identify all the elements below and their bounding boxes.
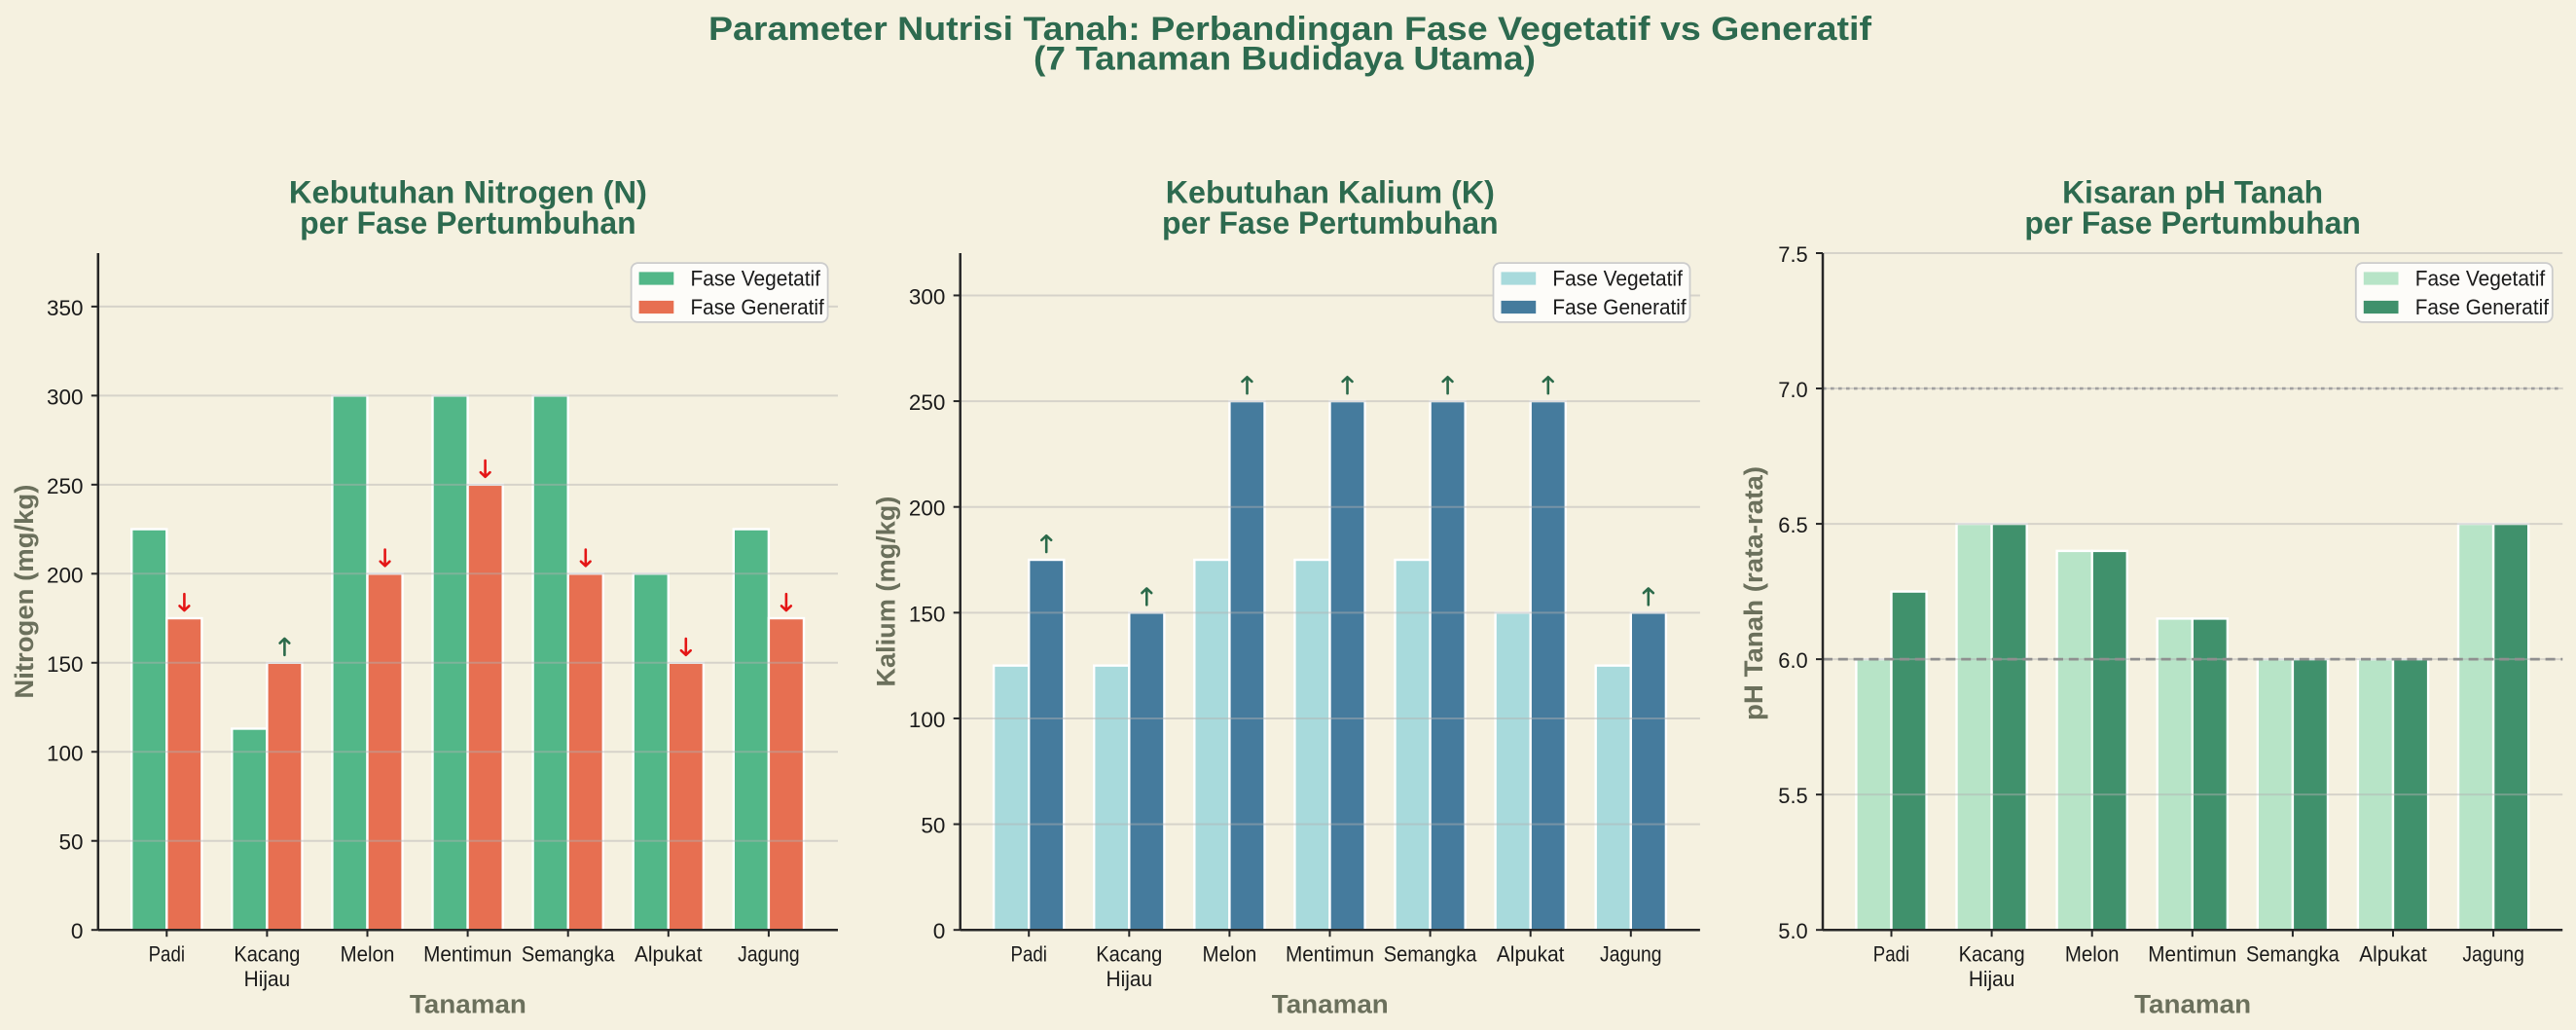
svg-text:0: 0 [933, 919, 946, 943]
svg-text:Hijau: Hijau [1107, 967, 1153, 991]
svg-text:Mentimun: Mentimun [2148, 942, 2236, 967]
svg-text:Alpukat: Alpukat [635, 942, 703, 967]
svg-text:Kisaran pH Tanah: Kisaran pH Tanah [2062, 174, 2323, 209]
svg-text:150: 150 [909, 602, 946, 626]
svg-text:Padi: Padi [1873, 942, 1909, 967]
svg-text:Tanaman: Tanaman [2134, 990, 2251, 1019]
svg-text:50: 50 [921, 814, 945, 838]
svg-text:300: 300 [47, 385, 84, 409]
svg-text:7.5: 7.5 [1778, 242, 1807, 267]
svg-text:7.0: 7.0 [1778, 378, 1807, 402]
svg-text:Fase Generatif: Fase Generatif [1552, 295, 1687, 319]
svg-text:pH Tanah (rata-rata): pH Tanah (rata-rata) [1739, 466, 1768, 720]
svg-text:Hijau: Hijau [244, 967, 291, 991]
svg-text:Mentimun: Mentimun [423, 942, 512, 967]
svg-text:300: 300 [909, 284, 946, 309]
svg-text:Semangka: Semangka [522, 942, 615, 967]
svg-text:Jagung: Jagung [738, 942, 800, 967]
svg-text:Mentimun: Mentimun [1286, 942, 1374, 967]
svg-text:Hijau: Hijau [1969, 967, 2015, 991]
svg-text:Jagung: Jagung [1600, 942, 1662, 967]
svg-text:250: 250 [47, 474, 84, 498]
svg-text:200: 200 [47, 563, 84, 587]
svg-text:Alpukat: Alpukat [2359, 942, 2427, 967]
svg-text:Fase Generatif: Fase Generatif [2415, 295, 2550, 319]
svg-text:Padi: Padi [149, 942, 185, 967]
svg-text:100: 100 [909, 708, 946, 732]
svg-text:50: 50 [59, 830, 84, 855]
svg-text:0: 0 [71, 919, 84, 943]
svg-text:per Fase Pertumbuhan: per Fase Pertumbuhan [300, 205, 636, 240]
svg-text:Jagung: Jagung [2462, 942, 2524, 967]
svg-text:Fase Vegetatif: Fase Vegetatif [691, 266, 821, 290]
svg-text:6.5: 6.5 [1778, 513, 1807, 537]
svg-text:per Fase Pertumbuhan: per Fase Pertumbuhan [2024, 205, 2361, 240]
svg-text:Kacang: Kacang [1959, 942, 2025, 967]
svg-text:Kalium (mg/kg): Kalium (mg/kg) [872, 497, 901, 687]
svg-text:Semangka: Semangka [2246, 942, 2340, 967]
svg-text:Fase Generatif: Fase Generatif [691, 295, 825, 319]
svg-text:Fase Vegetatif: Fase Vegetatif [2415, 266, 2546, 290]
svg-text:Semangka: Semangka [1384, 942, 1477, 967]
svg-text:100: 100 [47, 741, 84, 765]
svg-text:5.5: 5.5 [1778, 784, 1807, 808]
svg-text:Kacang: Kacang [234, 942, 300, 967]
svg-text:Padi: Padi [1011, 942, 1047, 967]
svg-text:per Fase Pertumbuhan: per Fase Pertumbuhan [1162, 205, 1499, 240]
svg-text:Alpukat: Alpukat [1497, 942, 1565, 967]
svg-text:5.0: 5.0 [1778, 919, 1807, 943]
svg-text:Melon: Melon [2065, 942, 2120, 967]
svg-text:6.0: 6.0 [1778, 648, 1807, 673]
svg-text:(7 Tanaman Budidaya Utama): (7 Tanaman Budidaya Utama) [1034, 41, 1536, 78]
svg-text:Fase Vegetatif: Fase Vegetatif [1552, 266, 1683, 290]
svg-text:Nitrogen (mg/kg): Nitrogen (mg/kg) [10, 485, 39, 699]
svg-text:Tanaman: Tanaman [410, 990, 526, 1019]
svg-text:150: 150 [47, 652, 84, 677]
svg-text:350: 350 [47, 296, 84, 320]
svg-text:Melon: Melon [1203, 942, 1257, 967]
svg-text:200: 200 [909, 497, 946, 521]
svg-text:Melon: Melon [341, 942, 395, 967]
svg-text:Parameter Nutrisi Tanah: Perba: Parameter Nutrisi Tanah: Perbandingan Fa… [708, 11, 1872, 48]
svg-text:250: 250 [909, 390, 946, 415]
svg-text:Kebutuhan Nitrogen (N): Kebutuhan Nitrogen (N) [289, 174, 647, 209]
svg-text:Tanaman: Tanaman [1272, 990, 1389, 1019]
svg-text:Kacang: Kacang [1096, 942, 1162, 967]
svg-text:Kebutuhan Kalium (K): Kebutuhan Kalium (K) [1166, 174, 1495, 209]
